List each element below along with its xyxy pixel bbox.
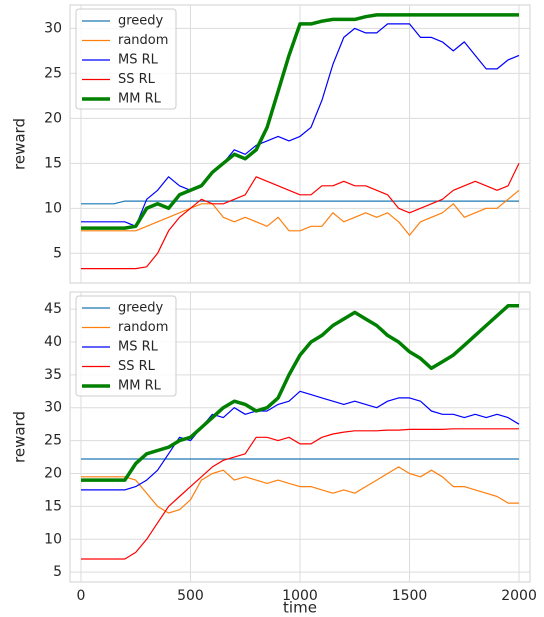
legend-label: MS RL <box>118 53 159 68</box>
y-tick-label: 5 <box>53 245 62 261</box>
x-tick-label: 500 <box>177 588 204 604</box>
legend-box <box>75 295 177 397</box>
y-tick-label: 20 <box>44 465 62 481</box>
y-axis-label: reward <box>11 118 29 170</box>
y-tick-label: 35 <box>44 367 62 383</box>
y-tick-label: 10 <box>44 531 62 547</box>
y-tick-label: 5 <box>53 564 62 580</box>
legend-label: SS RL <box>118 359 156 374</box>
legend-box <box>75 8 177 110</box>
series-line <box>81 428 519 560</box>
legend-label: MM RL <box>118 92 162 107</box>
y-tick-label: 25 <box>44 65 62 81</box>
y-tick-label: 30 <box>44 20 62 36</box>
legend-label: MM RL <box>118 379 162 394</box>
legend: greedy random MS RL SS RL MM RL <box>75 295 177 397</box>
y-tick-label: 25 <box>44 433 62 449</box>
series-line <box>81 189 520 236</box>
y-tick-label: 40 <box>44 334 62 350</box>
y-tick-label: 20 <box>44 110 62 126</box>
series-line <box>81 163 520 270</box>
series-line <box>81 304 519 482</box>
series-line <box>81 13 519 230</box>
y-tick-label: 45 <box>44 301 62 317</box>
legend-label: greedy <box>118 301 164 316</box>
legend: greedy random MS RL SS RL MM RL <box>75 8 177 110</box>
x-tick-label: 1500 <box>392 588 428 604</box>
y-tick-label: 10 <box>44 200 62 216</box>
y-tick-label: 15 <box>44 498 62 514</box>
series-line <box>81 466 519 514</box>
legend-label: MS RL <box>118 340 159 355</box>
series-line <box>81 200 519 205</box>
y-tick-label: 30 <box>44 400 62 416</box>
legend-label: SS RL <box>118 72 156 87</box>
y-axis-label: reward <box>11 411 29 463</box>
x-tick-label: 2000 <box>501 588 537 604</box>
legend-label: random <box>118 320 168 335</box>
series-line <box>81 390 520 491</box>
y-tick-label: 15 <box>44 155 62 171</box>
x-tick-label: 1000 <box>282 588 318 604</box>
series-line <box>81 23 520 227</box>
x-axis-label: time <box>283 599 317 617</box>
legend-label: greedy <box>118 14 164 29</box>
x-tick-label: 0 <box>76 588 85 604</box>
legend-label: random <box>118 33 168 48</box>
